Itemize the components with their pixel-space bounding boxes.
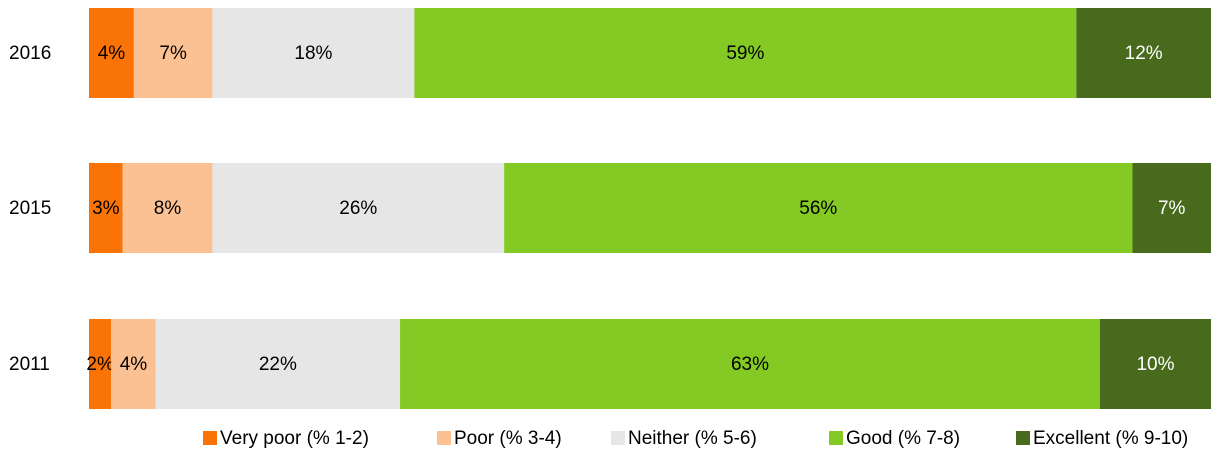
data-label-2015-very-poor-1-2: 3% (92, 198, 120, 219)
bar-segment-2015-good-7-8 (504, 163, 1133, 253)
data-label-2016-poor-3-4: 7% (159, 43, 187, 64)
bar-segment-2015-very-poor-1-2 (89, 163, 123, 253)
bar-segment-2016-excellent-9-10 (1076, 8, 1211, 98)
legend-item-neither-5-6: Neither (% 5-6) (611, 428, 757, 449)
bar-segment-2011-very-poor-1-2 (89, 319, 112, 409)
data-label-2011-good-7-8: 63% (731, 354, 769, 375)
bar-segment-2015-poor-3-4 (122, 163, 213, 253)
bar-segment-2011-poor-3-4 (111, 319, 156, 409)
legend-label-poor-3-4: Poor (% 3-4) (454, 428, 562, 449)
data-label-2015-poor-3-4: 8% (154, 198, 182, 219)
legend-item-good-7-8: Good (% 7-8) (829, 428, 960, 449)
data-label-2011-excellent-9-10: 10% (1136, 354, 1174, 375)
bar-segment-2015-neither-5-6 (212, 163, 505, 253)
legend-item-excellent-9-10: Excellent (% 9-10) (1016, 428, 1188, 449)
bars-layer: 4% 7% 18% 59% 12% 3% 8% 26% 56% 7% 2% 4% 22% 63% 10% (86, 8, 1211, 409)
category-label-2015: 2015 (9, 198, 51, 219)
data-label-2016-very-poor-1-2: 4% (98, 43, 126, 64)
data-label-2016-good-7-8: 59% (726, 43, 764, 64)
legend-label-excellent-9-10: Excellent (% 9-10) (1033, 428, 1188, 449)
data-label-2015-excellent-9-10: 7% (1158, 198, 1186, 219)
legend-label-very-poor-1-2: Very poor (% 1-2) (220, 428, 369, 449)
legend-item-very-poor-1-2: Very poor (% 1-2) (203, 428, 369, 449)
category-labels: 2016 2015 2011 (9, 43, 51, 375)
data-label-2016-neither-5-6: 18% (294, 43, 332, 64)
legend-swatch-excellent-9-10 (1016, 431, 1030, 445)
bar-segment-2011-neither-5-6 (155, 319, 401, 409)
legend: Very poor (% 1-2) Poor (% 3-4) Neither (% … (203, 428, 1188, 449)
bar-segment-2011-excellent-9-10 (1099, 319, 1211, 409)
category-label-2016: 2016 (9, 43, 51, 64)
category-label-2011: 2011 (9, 354, 50, 375)
data-label-2011-very-poor-1-2: 2% (86, 354, 114, 375)
bar-segment-2016-poor-3-4 (133, 8, 213, 98)
legend-label-neither-5-6: Neither (% 5-6) (628, 428, 757, 449)
bar-segment-2015-excellent-9-10 (1132, 163, 1211, 253)
data-label-2011-neither-5-6: 22% (259, 354, 297, 375)
legend-label-good-7-8: Good (% 7-8) (846, 428, 960, 449)
data-label-2015-good-7-8: 56% (799, 198, 837, 219)
data-label-2015-neither-5-6: 26% (339, 198, 377, 219)
bar-segment-2016-neither-5-6 (212, 8, 415, 98)
bar-segment-2016-very-poor-1-2 (89, 8, 134, 98)
data-label-2016-excellent-9-10: 12% (1125, 43, 1163, 64)
bar-segment-2011-good-7-8 (400, 319, 1100, 409)
legend-item-poor-3-4: Poor (% 3-4) (437, 428, 562, 449)
legend-swatch-good-7-8 (829, 431, 843, 445)
data-label-2011-poor-3-4: 4% (120, 354, 148, 375)
legend-swatch-neither-5-6 (611, 431, 625, 445)
legend-swatch-very-poor-1-2 (203, 431, 217, 445)
bar-segment-2016-good-7-8 (414, 8, 1077, 98)
legend-swatch-poor-3-4 (437, 431, 451, 445)
